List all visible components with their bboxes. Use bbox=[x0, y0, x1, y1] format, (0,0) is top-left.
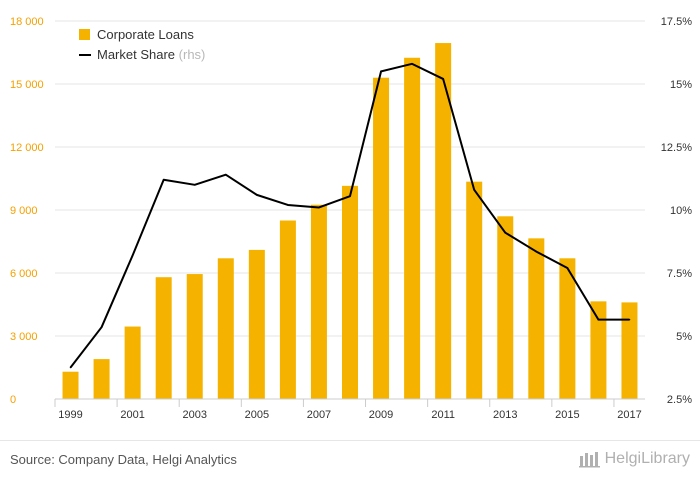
market-share-point-2015 bbox=[566, 267, 569, 269]
market-share-point-2013 bbox=[504, 231, 507, 234]
bar-2017 bbox=[621, 302, 638, 399]
y-right-tick-label: 12.5% bbox=[661, 142, 692, 154]
bar-2005 bbox=[248, 249, 265, 399]
market-share-point-2004 bbox=[224, 173, 227, 176]
bar-2010 bbox=[404, 57, 421, 399]
market-share-point-2003 bbox=[193, 184, 196, 186]
bar-layer bbox=[62, 43, 638, 400]
x-tick-label: 1999 bbox=[58, 409, 82, 421]
market-share-point-2011 bbox=[442, 78, 444, 80]
y-right-tick-label: 15% bbox=[670, 79, 692, 91]
source-text: Source: Company Data, Helgi Analytics bbox=[10, 452, 237, 467]
x-tick-label: 2017 bbox=[617, 409, 641, 421]
chart-footer: Source: Company Data, Helgi Analytics He… bbox=[0, 440, 700, 484]
y-right-tick-label: 17.5% bbox=[661, 16, 692, 28]
market-share-point-2008 bbox=[349, 195, 351, 197]
legend-label-corporate-loans: Corporate Loans bbox=[97, 27, 194, 42]
axis-layer: 0 3 000 6 000 9 000 12 000 15 000 18 000 2.5% 5%… bbox=[10, 16, 692, 421]
bar-2009 bbox=[373, 77, 390, 399]
bar-2008 bbox=[342, 185, 358, 399]
market-share-point-2014 bbox=[535, 250, 538, 253]
library-icon bbox=[578, 452, 600, 468]
y-right-tick-label: 5% bbox=[676, 331, 692, 343]
bar-2001 bbox=[124, 326, 141, 399]
y-right-tick-label: 10% bbox=[670, 205, 692, 217]
bar-2012 bbox=[466, 181, 483, 399]
x-tick-label: 2015 bbox=[555, 409, 579, 421]
bar-1999 bbox=[62, 371, 79, 399]
chart: 0 3 000 6 000 9 000 12 000 15 000 18 000 2.5% 5%… bbox=[10, 16, 692, 421]
bar-2007 bbox=[310, 204, 327, 399]
line-layer bbox=[69, 62, 631, 369]
x-tick-label: 2009 bbox=[369, 409, 393, 421]
market-share-point-2010 bbox=[411, 63, 413, 65]
market-share-point-2005 bbox=[256, 194, 258, 196]
bar-2013 bbox=[497, 216, 514, 399]
market-share-point-2000 bbox=[100, 326, 103, 328]
y-left-tick-label: 3 000 bbox=[10, 331, 38, 343]
bar-2014 bbox=[528, 238, 545, 399]
market-share-point-2002 bbox=[162, 178, 165, 181]
market-share-point-2017 bbox=[628, 318, 631, 321]
y-left-tick-label: 15 000 bbox=[10, 79, 44, 91]
brand-name: HelgiLibrary bbox=[604, 450, 690, 467]
market-share-point-2006 bbox=[287, 204, 289, 206]
bar-2016 bbox=[590, 301, 607, 399]
y-right-tick-label: 7.5% bbox=[667, 268, 692, 280]
market-share-point-2016 bbox=[597, 318, 600, 321]
market-share-point-2007 bbox=[318, 206, 320, 209]
x-tick-label: 2005 bbox=[245, 409, 269, 421]
legend-label-market-share-suffix: (rhs) bbox=[179, 47, 206, 62]
bar-2003 bbox=[186, 274, 203, 399]
y-left-tick-label: 6 000 bbox=[10, 268, 38, 280]
x-tick-label: 2001 bbox=[120, 409, 144, 421]
y-left-tick-label: 0 bbox=[10, 394, 16, 406]
y-left-tick-label: 18 000 bbox=[10, 16, 44, 28]
x-tick-label: 2007 bbox=[307, 409, 331, 421]
market-share-point-2012 bbox=[473, 189, 476, 191]
y-left-tick-label: 12 000 bbox=[10, 142, 44, 154]
legend-label-market-share: Market Share (rhs) bbox=[97, 47, 205, 62]
bar-2004 bbox=[217, 258, 234, 399]
x-tick-label: 2011 bbox=[431, 409, 455, 421]
y-left-tick-label: 9 000 bbox=[10, 205, 38, 217]
market-share-point-2009 bbox=[380, 70, 382, 73]
bar-2015 bbox=[559, 258, 576, 399]
y-right-tick-label: 2.5% bbox=[667, 394, 692, 406]
legend-label-market-share-name: Market Share bbox=[97, 47, 175, 62]
x-tick-label: 2003 bbox=[182, 409, 206, 421]
bar-2006 bbox=[279, 220, 296, 399]
market-share-point-2001 bbox=[131, 254, 134, 257]
x-tick-label: 2013 bbox=[493, 409, 517, 421]
bar-2000 bbox=[93, 359, 110, 399]
brand-logo[interactable]: HelgiLibrary bbox=[578, 450, 690, 468]
bar-2011 bbox=[435, 43, 452, 400]
market-share-point-1999 bbox=[69, 366, 72, 369]
legend: Corporate Loans Market Share (rhs) bbox=[79, 27, 205, 62]
bar-2002 bbox=[155, 277, 172, 399]
legend-swatch-corporate-loans bbox=[79, 29, 90, 40]
